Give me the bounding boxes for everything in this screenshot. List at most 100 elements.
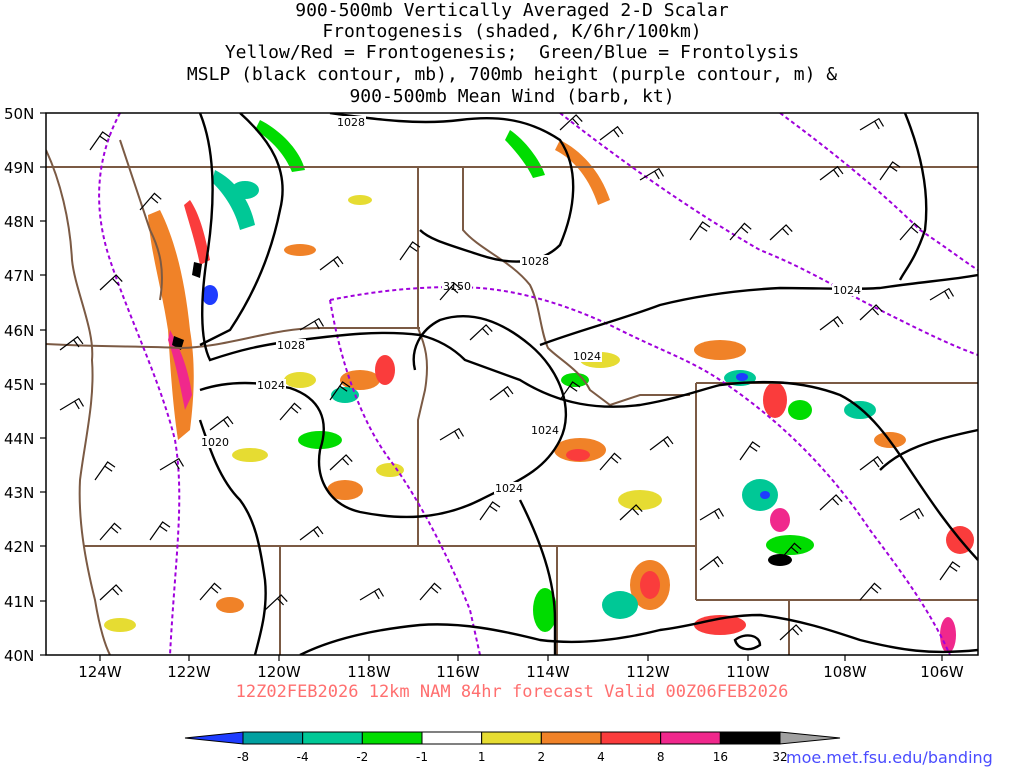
colorbar-tick-label: 16 <box>713 750 728 764</box>
wind-barb <box>99 584 123 601</box>
label-bg <box>200 436 230 448</box>
lon-label: 106W <box>920 663 964 681</box>
fronto-blob <box>694 615 746 635</box>
wind-barb <box>739 441 761 461</box>
mslp-contour <box>199 113 284 347</box>
title-line-1: 900-500mb Vertically Averaged 2-D Scalar <box>295 0 729 21</box>
lon-label: 120W <box>257 663 301 681</box>
frontolysis-blob <box>788 400 812 420</box>
wind-barb <box>59 397 85 411</box>
wind-barb <box>439 427 465 441</box>
lon-label: 108W <box>823 663 867 681</box>
frontolysis-blob <box>231 181 259 199</box>
frontolysis-blob <box>736 373 748 381</box>
colorbar-swatch <box>302 731 363 745</box>
colorbar-tick-label: -8 <box>237 750 249 764</box>
map-axes: 50N 49N 48N 47N 46N 45N 44N 43N 42N 41N … <box>4 105 964 681</box>
wind-barb <box>819 494 843 511</box>
mslp-contours <box>198 113 978 655</box>
frontolysis-band-north <box>255 120 305 172</box>
frontolysis-blob <box>331 387 359 403</box>
height-contour <box>779 113 978 271</box>
lon-label: 116W <box>436 663 480 681</box>
wind-barb <box>94 461 116 481</box>
colorbar-tick-label: -1 <box>416 750 428 764</box>
wind-barb <box>99 522 122 541</box>
wind-barb <box>279 402 302 421</box>
wind-barb <box>159 457 185 471</box>
wind-barb <box>299 525 324 541</box>
fronto-blob <box>694 340 746 360</box>
lon-label: 122W <box>167 663 211 681</box>
colorbar-swatch <box>600 731 662 745</box>
wind-barb <box>859 455 884 471</box>
idaho-montana-border <box>462 167 690 407</box>
mslp-contour <box>518 499 557 655</box>
credit-link[interactable]: moe.met.fsu.edu/banding <box>786 748 993 767</box>
mslp-contour <box>733 634 762 651</box>
wind-barb <box>819 165 844 181</box>
colorbar-swatch <box>242 731 304 745</box>
wind-barb <box>899 507 925 521</box>
frontolysis-blob <box>602 591 638 619</box>
fronto-blob <box>763 382 787 418</box>
colorbar-arrow-right <box>779 731 841 745</box>
wind-barb <box>479 501 501 521</box>
wind-barb <box>329 454 353 471</box>
wind-barb <box>779 542 802 561</box>
wind-barb <box>819 315 844 331</box>
forecast-valid-time: 12Z02FEB2026 12km NAM 84hr forecast Vali… <box>235 682 789 702</box>
frontolysis-blob <box>298 431 342 449</box>
mslp-contour <box>198 419 267 655</box>
colorbar-tick-label: -4 <box>297 750 309 764</box>
idaho-west-border <box>417 167 428 546</box>
label-bg <box>572 350 602 362</box>
wind-barb <box>859 582 882 601</box>
colorbar-swatch <box>719 731 781 745</box>
fronto-band-washington <box>184 200 210 265</box>
wind-barb <box>209 415 234 431</box>
frontolysis-blob <box>202 285 218 305</box>
wind-barb <box>99 274 123 291</box>
title-line-3: Yellow/Red = Frontogenesis; Green/Blue =… <box>224 42 800 63</box>
wind-barb <box>59 335 84 351</box>
lat-label: 40N <box>4 647 34 665</box>
fronto-blob <box>284 244 316 256</box>
fronto-blob <box>216 597 244 613</box>
mslp-label: 1028 <box>521 255 549 268</box>
lat-label: 47N <box>4 267 34 285</box>
mslp-contour <box>898 113 928 281</box>
wind-barb <box>859 117 885 131</box>
mslp-label: 1028 <box>337 116 365 129</box>
frontolysis-blob <box>766 535 814 555</box>
pacific-coast <box>46 149 111 655</box>
height-contour <box>329 299 481 655</box>
lat-label: 50N <box>4 105 34 123</box>
colorbar-swatch <box>481 731 542 745</box>
height-contour <box>98 113 181 655</box>
title-line-2: Frontogenesis (shaded, K/6hr/100km) <box>322 21 702 42</box>
mslp-contour <box>879 428 978 471</box>
lon-label: 114W <box>526 663 570 681</box>
washington-oregon-border <box>46 327 420 350</box>
fronto-blob <box>566 449 590 461</box>
wind-barb <box>939 561 961 581</box>
fronto-band-cascades-core <box>168 330 192 410</box>
wind-barb <box>859 304 883 321</box>
fronto-blob <box>375 355 395 385</box>
label-bg <box>256 379 286 391</box>
lat-label: 49N <box>4 159 34 177</box>
wind-barb <box>299 317 325 331</box>
title-line-4: MSLP (black contour, mb), 700mb height (… <box>186 64 838 85</box>
fronto-blob <box>340 370 380 390</box>
wind-barb <box>689 221 711 241</box>
fronto-blob <box>348 195 372 205</box>
lat-label: 45N <box>4 376 34 394</box>
lon-label: 124W <box>78 663 122 681</box>
lat-label: 43N <box>4 484 34 502</box>
lat-label: 44N <box>4 430 34 448</box>
frontogenesis-shading <box>104 120 974 653</box>
wind-barb <box>729 222 752 241</box>
wind-barb <box>599 452 622 471</box>
